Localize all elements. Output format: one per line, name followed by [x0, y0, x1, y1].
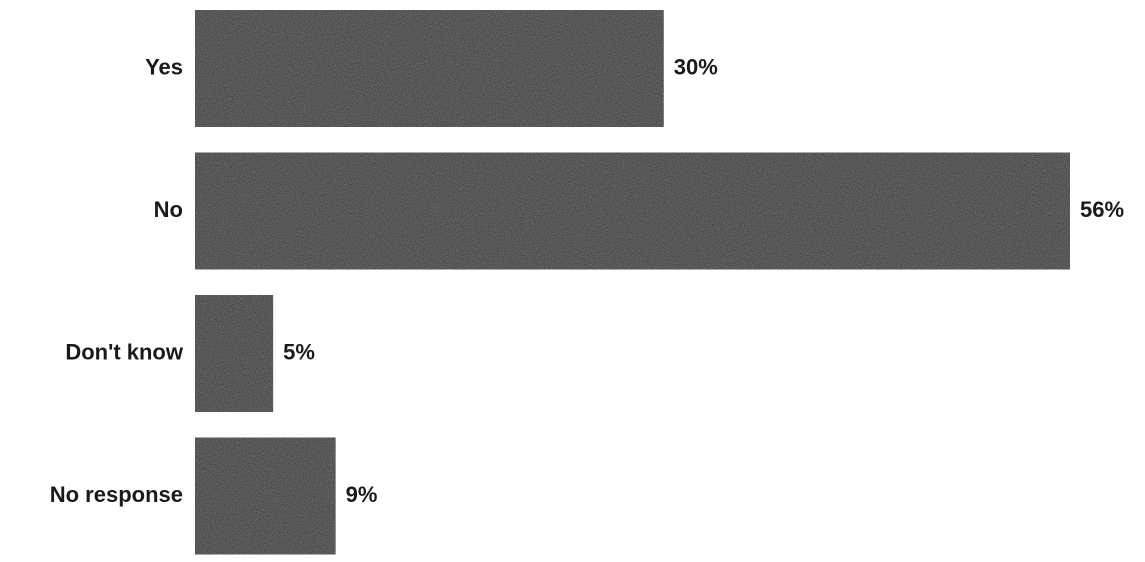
- category-label-don-t-know: Don't know: [65, 339, 184, 364]
- bar-yes: [195, 10, 664, 127]
- bar-don-t-know: [195, 295, 273, 412]
- value-label-don-t-know: 5%: [283, 339, 315, 364]
- category-label-no: No: [154, 197, 183, 222]
- bars-group: [195, 10, 1070, 555]
- value-label-yes: 30%: [674, 54, 718, 79]
- value-label-no-response: 9%: [346, 482, 378, 507]
- value-label-no: 56%: [1080, 197, 1124, 222]
- category-label-no-response: No response: [50, 482, 183, 507]
- bar-no-response: [195, 438, 336, 555]
- bar-no: [195, 153, 1070, 270]
- category-label-yes: Yes: [145, 54, 183, 79]
